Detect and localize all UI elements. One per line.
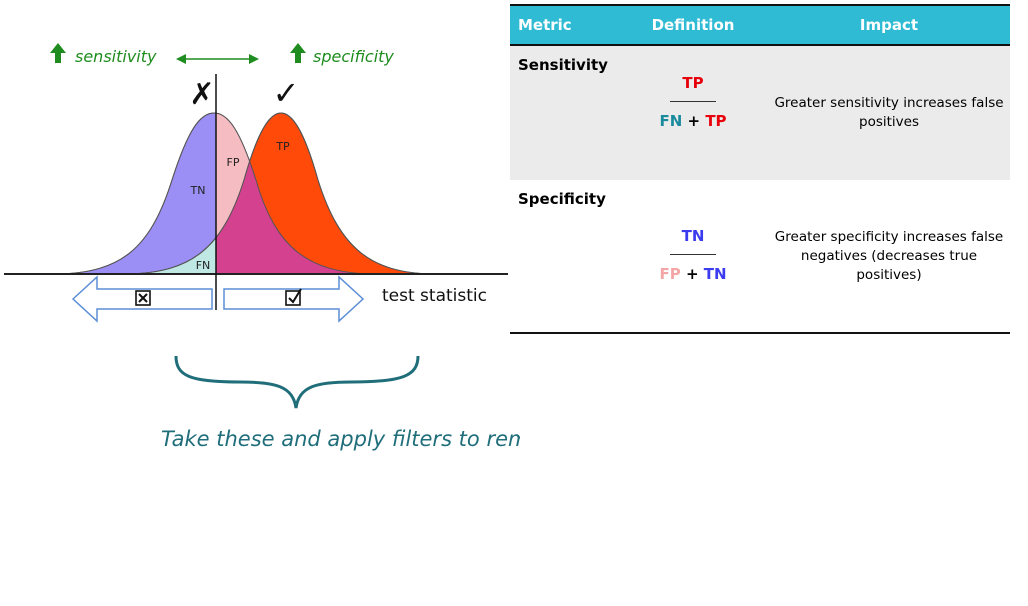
double-arrow-icon — [176, 54, 259, 64]
checkbox-check-icon — [285, 288, 302, 306]
numerator: TP — [682, 74, 704, 92]
accept-mark-icon: ✓ — [273, 74, 300, 112]
plus-sign: + — [687, 112, 701, 130]
table-row: Sensitivity TP FN + TP Greater sensitivi… — [510, 45, 1010, 180]
impact-text: Greater specificity increases false nega… — [774, 229, 1004, 283]
axis-label: test statistic — [382, 286, 487, 306]
metrics-table: Metric Definition Impact Sensitivity TP … — [510, 4, 1010, 334]
plus-sign: + — [685, 265, 699, 283]
threshold-diagram: TN FP TP FN ✗ ✓ sensitivity specificity … — [4, 43, 520, 451]
definition-cell: TP FN + TP — [618, 45, 768, 180]
caption: Take these and apply filters to remove F… — [161, 427, 520, 451]
fp-label: FP — [227, 156, 240, 169]
denominator: FP + TN — [659, 265, 726, 283]
denominator-left: FP — [659, 265, 681, 283]
tp-label: TP — [275, 140, 290, 153]
sensitivity-label: sensitivity — [75, 47, 157, 66]
fraction: TP FN + TP — [659, 74, 726, 130]
curly-brace-icon — [174, 355, 420, 409]
metric-name: Specificity — [518, 190, 606, 208]
metric-cell: Specificity — [510, 180, 618, 334]
denominator: FN + TP — [659, 112, 726, 130]
up-arrow-icon — [50, 43, 66, 63]
header-metric: Metric — [510, 4, 618, 46]
checkbox-cross-icon — [135, 290, 151, 306]
numerator: TN — [681, 227, 705, 245]
fn-label: FN — [196, 259, 211, 272]
impact-cell: Greater specificity increases false nega… — [768, 180, 1010, 334]
header-definition: Definition — [618, 4, 768, 46]
tn-label: TN — [190, 184, 206, 197]
specificity-label: specificity — [313, 47, 394, 66]
metric-name: Sensitivity — [518, 56, 608, 74]
fraction: TN FP + TN — [659, 227, 726, 283]
header-impact: Impact — [768, 4, 1010, 46]
fraction-bar — [670, 101, 716, 102]
definition-cell: TN FP + TN — [618, 180, 768, 334]
denominator-right: TN — [703, 265, 727, 283]
table-row: Specificity TN FP + TN Greater specifici… — [510, 180, 1010, 334]
reject-mark-icon: ✗ — [189, 77, 214, 112]
metric-cell: Sensitivity — [510, 45, 618, 180]
table-header-row: Metric Definition Impact — [510, 4, 1010, 46]
denominator-right: TP — [705, 112, 727, 130]
fraction-bar — [670, 254, 716, 255]
denominator-left: FN — [659, 112, 683, 130]
impact-cell: Greater sensitivity increases false posi… — [768, 45, 1010, 180]
impact-text: Greater sensitivity increases false posi… — [774, 95, 1004, 130]
up-arrow-icon — [290, 43, 306, 63]
